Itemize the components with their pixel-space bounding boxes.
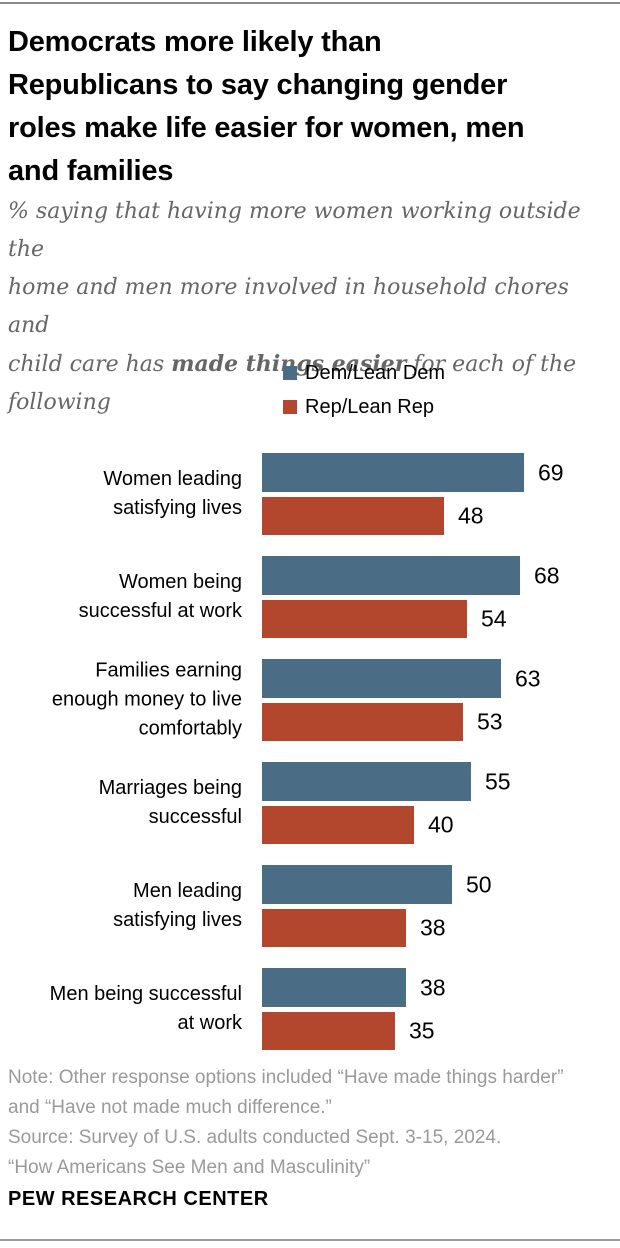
- legend-swatch: [283, 400, 297, 414]
- legend-item-dem: Dem/Lean Dem: [283, 362, 445, 384]
- chart-row: Men being successful at work 38 35: [0, 968, 620, 1050]
- category-label: Women leading satisfying lives: [103, 468, 242, 519]
- legend-item-rep: Rep/Lean Rep: [283, 396, 445, 418]
- value-label-rep: 54: [481, 605, 507, 632]
- legend: Dem/Lean Dem Rep/Lean Rep: [283, 362, 445, 418]
- category-label: Men being successful at work: [49, 983, 242, 1034]
- bar-rep: [262, 1012, 395, 1050]
- bottom-border: [0, 1239, 620, 1241]
- category-label: Families earning enough money to live co…: [51, 659, 242, 740]
- value-label-rep: 48: [458, 502, 484, 529]
- chart-row: Families earning enough money to live co…: [0, 659, 620, 741]
- bar-rep: [262, 909, 406, 947]
- subtitle-bold-phrase: made things easier: [171, 351, 407, 377]
- value-label-dem: 50: [466, 871, 492, 897]
- chart-title: Democrats more likely than Republicans t…: [8, 26, 525, 187]
- brand-name: PEW RESEARCH CENTER: [8, 1188, 269, 1210]
- bar-dem: [262, 453, 524, 492]
- value-label-dem: 69: [538, 459, 564, 485]
- value-label-dem: 55: [485, 768, 511, 794]
- bar-dem: [262, 762, 471, 801]
- bar-dem: [262, 556, 520, 595]
- legend-label-rep: Rep/Lean Rep: [305, 395, 434, 418]
- bar-dem: [262, 659, 501, 698]
- top-border: [0, 2, 620, 4]
- value-label-rep: 38: [420, 914, 446, 941]
- subtitle-text-2: for each of the following: [8, 352, 577, 415]
- bar-rep: [262, 703, 463, 741]
- bar-rep: [262, 497, 444, 535]
- chart-row: Women being successful at work 68 54: [0, 556, 620, 638]
- value-label-dem: 38: [420, 974, 446, 1000]
- value-label-rep: 40: [428, 811, 454, 838]
- category-label: Women being successful at work: [78, 571, 242, 622]
- chart-row: Women leading satisfying lives 69 48: [0, 453, 620, 535]
- category-label: Men leading satisfying lives: [113, 880, 242, 931]
- bar-rep: [262, 600, 467, 638]
- chart-row: Marriages being successful 55 40: [0, 762, 620, 844]
- bar-dem: [262, 968, 406, 1007]
- value-label-dem: 68: [534, 562, 560, 588]
- chart-row: Men leading satisfying lives 50 38: [0, 865, 620, 947]
- chart-rows: Women leading satisfying lives 69 48 Women …: [0, 453, 620, 1053]
- value-label-dem: 63: [515, 665, 541, 691]
- legend-label-dem: Dem/Lean Dem: [305, 361, 446, 384]
- legend-swatch: [283, 366, 297, 380]
- value-label-rep: 35: [409, 1017, 435, 1044]
- category-label: Marriages being successful: [98, 777, 242, 828]
- footnote: Note: Other response options included “H…: [8, 1067, 564, 1178]
- value-label-rep: 53: [477, 708, 503, 735]
- bar-dem: [262, 865, 452, 904]
- chart-subtitle: % saying that having more women working …: [8, 193, 612, 422]
- subtitle-text-1: % saying that having more women working …: [8, 199, 581, 377]
- bar-rep: [262, 806, 414, 844]
